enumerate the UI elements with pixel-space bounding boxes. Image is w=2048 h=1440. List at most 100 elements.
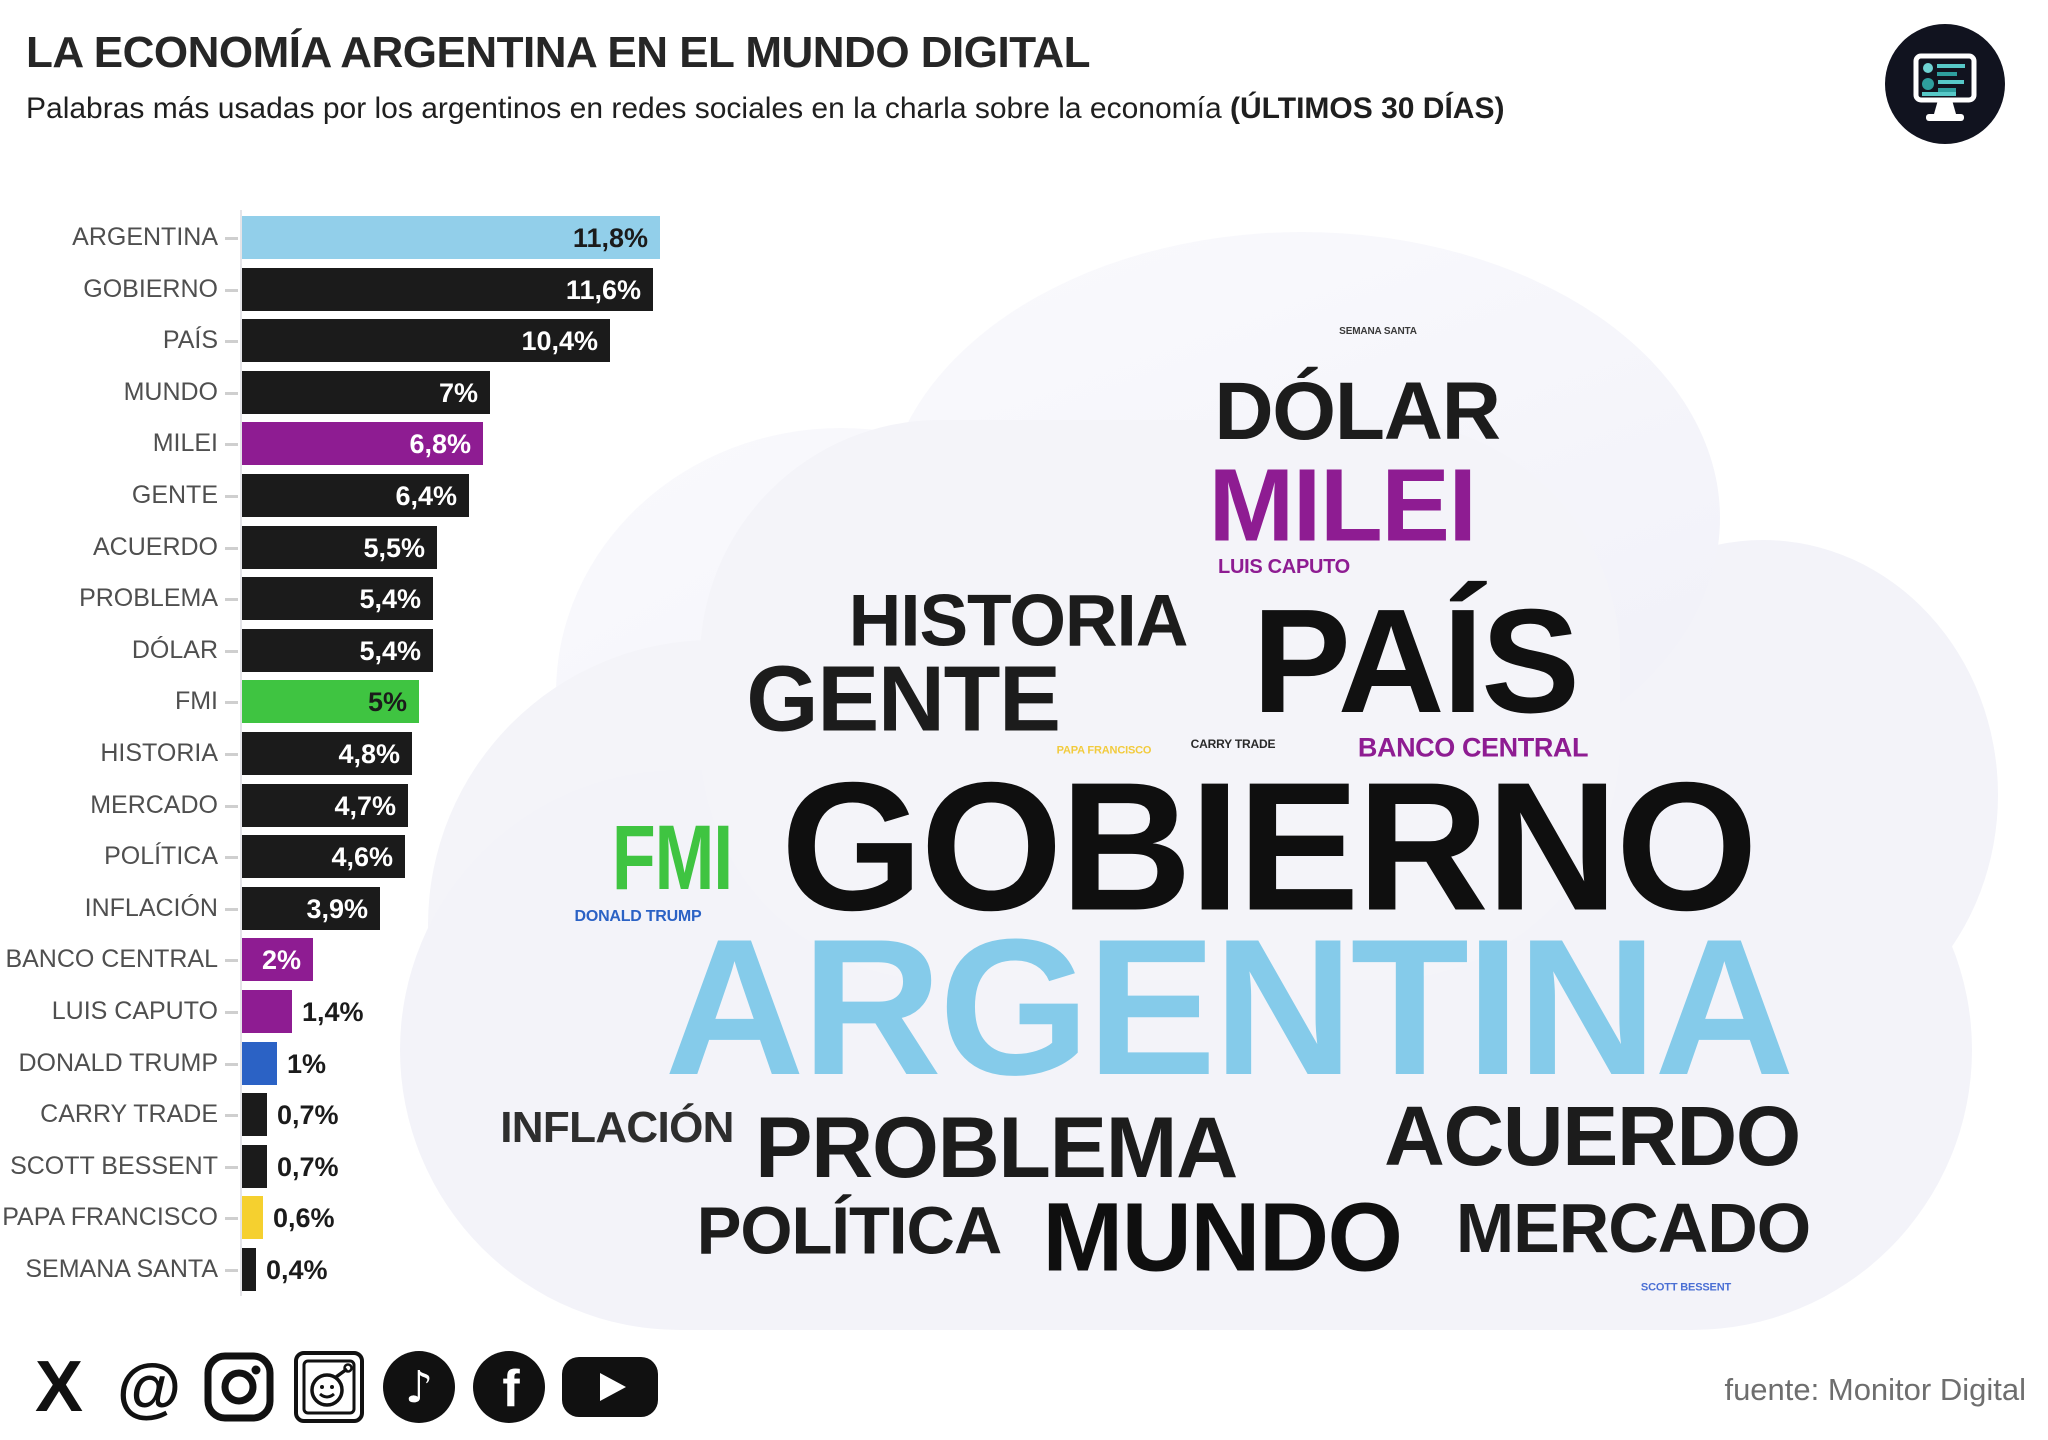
bar — [242, 938, 313, 981]
bar — [242, 319, 610, 362]
bar-value-label: 7% — [438, 378, 478, 408]
cloud-word: PAPA FRANCISCO — [1056, 744, 1152, 757]
axis-tick — [225, 237, 238, 240]
axis-tick — [225, 650, 238, 653]
bar — [242, 629, 433, 672]
bar — [242, 1145, 267, 1188]
bar-value-label: 0,6% — [273, 1203, 335, 1233]
bar — [242, 990, 292, 1033]
bar-category-label: DONALD TRUMP — [18, 1049, 218, 1077]
bar-row: ACUERDO 5,5% — [0, 526, 900, 569]
page-title: LA ECONOMÍA ARGENTINA EN EL MUNDO DIGITA… — [26, 28, 1091, 77]
bar-category-label: ACUERDO — [92, 533, 218, 561]
axis-tick — [225, 289, 238, 292]
bar-value-label: 0,4% — [266, 1255, 328, 1285]
bar — [242, 371, 490, 414]
cloud-shape — [700, 420, 1620, 980]
tiktok-icon: ♪ — [380, 1348, 458, 1426]
cloud-word: PROBLEMA — [755, 1100, 1238, 1196]
instagram-icon — [200, 1348, 278, 1426]
bar-row: PAÍS 10,4% — [0, 319, 900, 362]
bar-category-label: MERCADO — [90, 791, 218, 819]
cloud-word: SCOTT BESSENT — [1640, 1281, 1732, 1294]
axis-tick — [225, 392, 238, 395]
bar-category-label: ARGENTINA — [72, 223, 218, 251]
bar-row: BANCO CENTRAL 2% — [0, 938, 900, 981]
bar-value-label: 1,4% — [302, 997, 364, 1027]
axis-tick — [225, 443, 238, 446]
bar-category-label: GOBIERNO — [83, 275, 218, 303]
axis-tick — [225, 598, 238, 601]
bar-row: MERCADO 4,7% — [0, 784, 900, 827]
bar-value-label: 5,4% — [359, 636, 421, 666]
bar-row: LUIS CAPUTO 1,4% — [0, 990, 900, 1033]
facebook-icon: f — [470, 1348, 548, 1426]
bar — [242, 1093, 267, 1136]
bar — [242, 835, 405, 878]
svg-text:♪: ♪ — [405, 1362, 433, 1413]
bar-row: SCOTT BESSENT 0,7% — [0, 1145, 900, 1188]
cloud-word: LUIS CAPUTO — [1218, 556, 1350, 578]
cloud-word: ACUERDO — [1384, 1089, 1801, 1183]
cloud-word: MERCADO — [1455, 1189, 1811, 1267]
axis-tick — [225, 1114, 238, 1117]
bar-row: ARGENTINA 11,8% — [0, 216, 900, 259]
bar-value-label: 3,9% — [306, 894, 368, 924]
bar-value-label: 2% — [261, 945, 301, 975]
axis-tick — [225, 1166, 238, 1169]
axis-tick — [225, 753, 238, 756]
bar — [242, 216, 660, 259]
axis-tick — [225, 856, 238, 859]
bar — [242, 268, 653, 311]
cloud-word: PAÍS — [1252, 579, 1580, 744]
axis-tick — [225, 701, 238, 704]
bar-value-label: 4,6% — [331, 842, 393, 872]
bar-category-label: MUNDO — [123, 378, 218, 406]
bar-row: GENTE 6,4% — [0, 474, 900, 517]
bar-category-label: PROBLEMA — [79, 584, 218, 612]
bar-row: DONALD TRUMP 1% — [0, 1042, 900, 1085]
bar-category-label: LUIS CAPUTO — [51, 997, 218, 1025]
cloud-word: BANCO CENTRAL — [1357, 732, 1589, 763]
axis-tick — [225, 1063, 238, 1066]
cloud-word: INFLACIÓN — [500, 1103, 734, 1152]
bar-category-label: SCOTT BESSENT — [10, 1152, 218, 1180]
cloud-word: GENTE — [746, 646, 1061, 751]
cloud-word: CARRY TRADE — [1190, 737, 1276, 751]
cloud-word: FMI — [611, 807, 733, 909]
bar-value-label: 10,4% — [521, 326, 598, 356]
bar-row: PAPA FRANCISCO 0,6% — [0, 1196, 900, 1239]
bar-value-label: 5,4% — [359, 584, 421, 614]
bar — [242, 1196, 263, 1239]
subtitle-period: (ÚLTIMOS 30 DÍAS) — [1230, 92, 1505, 125]
bar — [242, 887, 380, 930]
cloud-word: POLÍTICA — [696, 1193, 1003, 1269]
axis-tick — [225, 959, 238, 962]
computer-monitor-icon — [1885, 24, 2005, 144]
cloud-word: DÓLAR — [1214, 366, 1501, 457]
bar-value-label: 4,7% — [334, 791, 396, 821]
bar-value-label: 0,7% — [277, 1152, 339, 1182]
source-credit: fuente: Monitor Digital — [1724, 1372, 2026, 1407]
bar-category-label: SEMANA SANTA — [25, 1255, 218, 1283]
bar-row: CARRY TRADE 0,7% — [0, 1093, 900, 1136]
bar-value-label: 5,5% — [363, 533, 425, 563]
bar-row: FMI 5% — [0, 680, 900, 723]
bar-row: PROBLEMA 5,4% — [0, 577, 900, 620]
bar-category-label: CARRY TRADE — [40, 1100, 218, 1128]
bar-row: INFLACIÓN 3,9% — [0, 887, 900, 930]
bar-category-label: MILEI — [152, 429, 218, 457]
cloud-word: MILEI — [1208, 447, 1477, 563]
monitor-digital-logo — [1883, 22, 2007, 146]
cloud-word: SEMANA SANTA — [1339, 326, 1417, 337]
bar-category-label: DÓLAR — [131, 636, 218, 664]
axis-tick — [225, 805, 238, 808]
axis-tick — [225, 908, 238, 911]
bar-value-label: 6,8% — [409, 429, 471, 459]
bar — [242, 1042, 277, 1085]
bar-value-label: 5% — [367, 687, 407, 717]
bar-value-label: 4,8% — [338, 739, 400, 769]
bar — [242, 1248, 256, 1291]
bar-category-label: INFLACIÓN — [84, 894, 218, 922]
bar — [242, 474, 469, 517]
